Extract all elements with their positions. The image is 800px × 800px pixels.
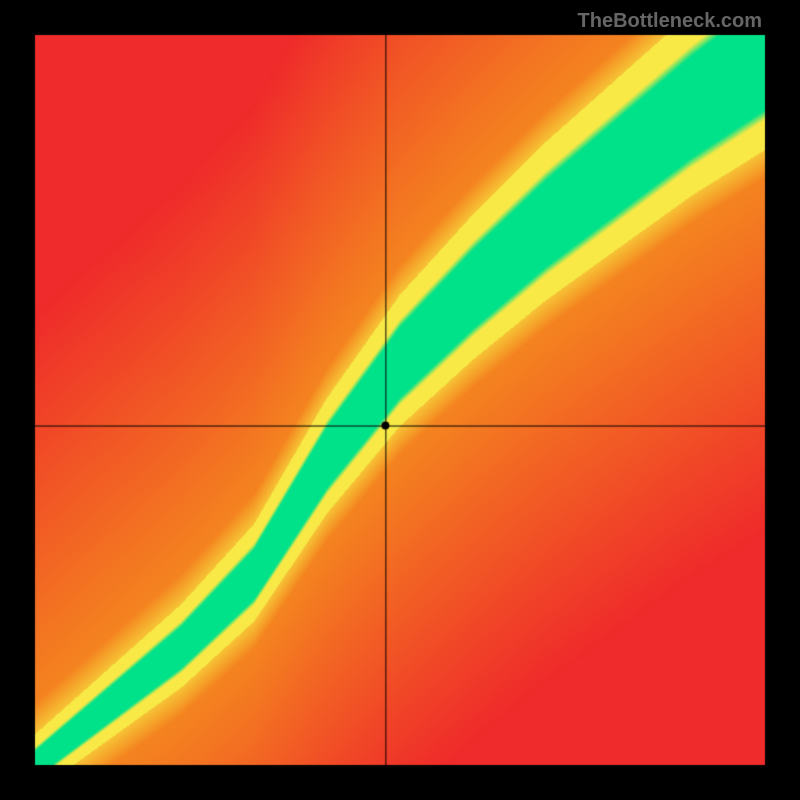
heatmap-canvas <box>0 0 800 800</box>
bottleneck-heatmap-container: TheBottleneck.com <box>0 0 800 800</box>
